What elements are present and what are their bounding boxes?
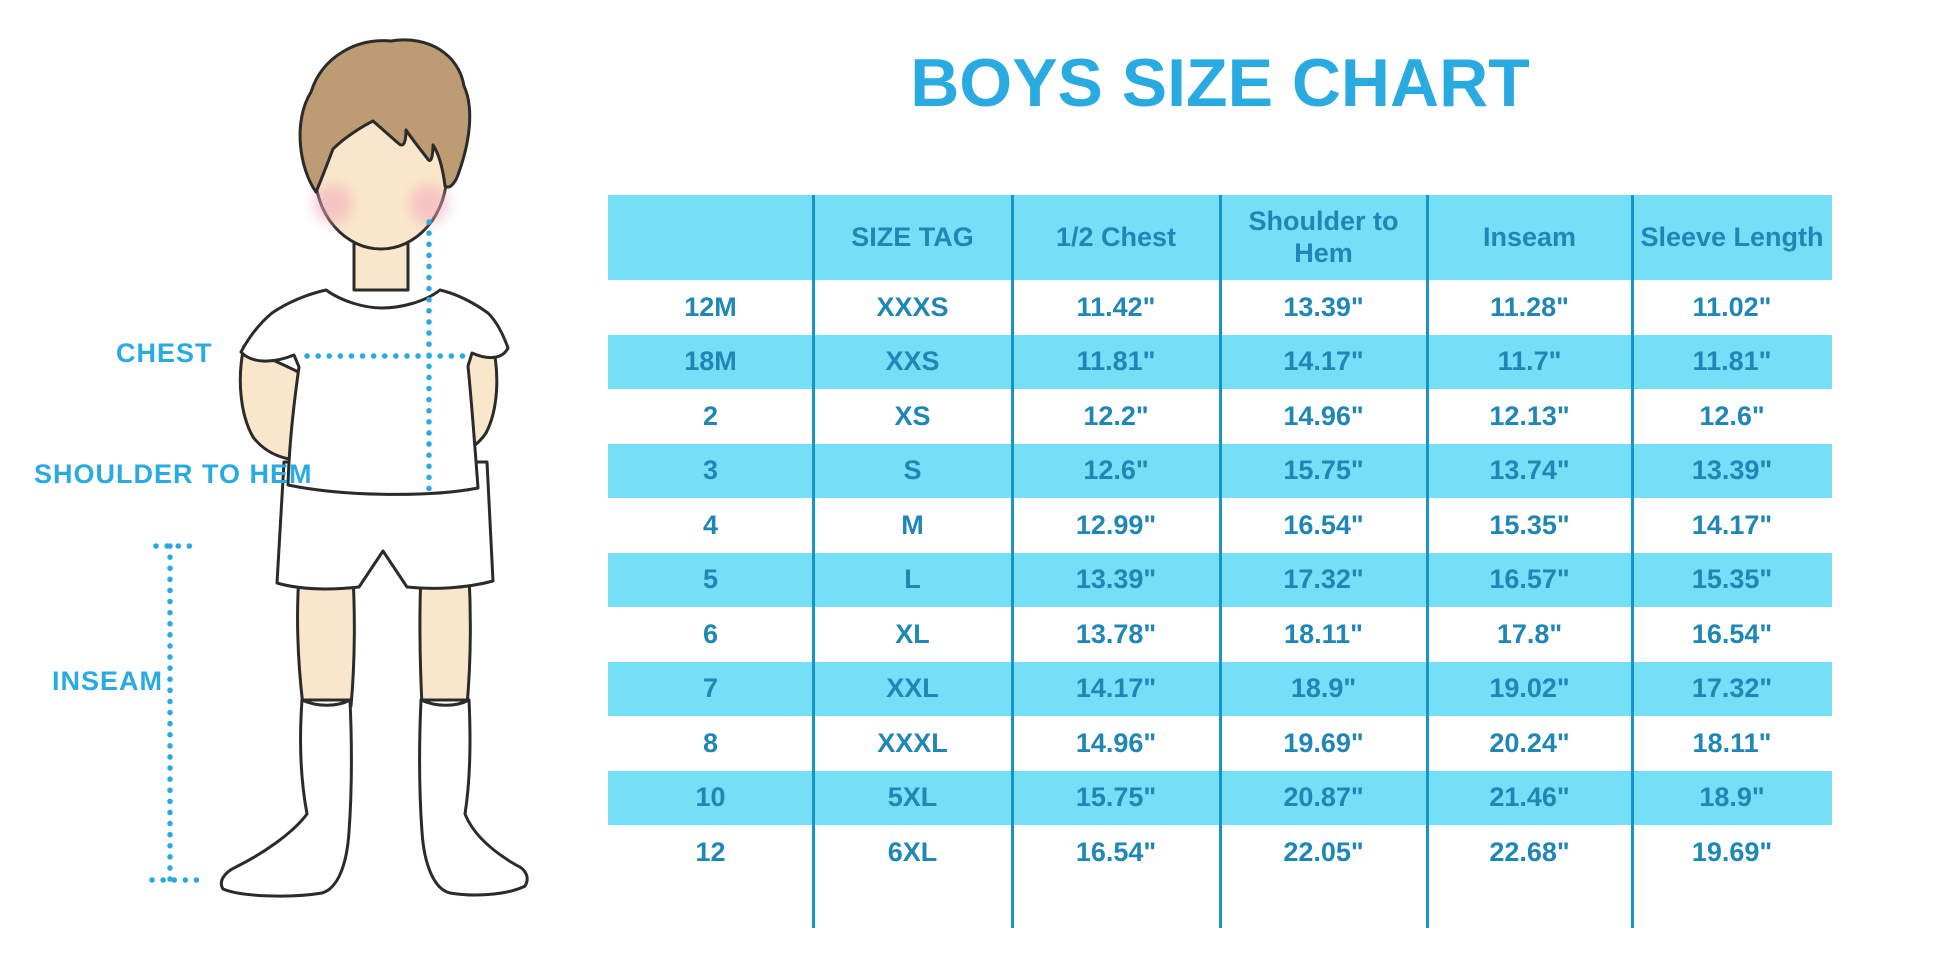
table-cell-age: 12M — [684, 291, 737, 322]
table-header-cell-size-tag: SIZE TAG — [851, 221, 974, 252]
table-header-cell-half-chest: 1/2 Chest — [1055, 221, 1177, 252]
shoulder-to-hem-label: SHOULDER TO HEM — [34, 459, 313, 489]
table-cell-size-tag: XXS — [885, 346, 940, 377]
left-sock-shape — [219, 698, 353, 898]
table-cell-size-tag: XXXS — [876, 291, 949, 322]
boy-illustration — [149, 38, 529, 898]
table-cell-sleeve-length: 19.69" — [1691, 836, 1773, 867]
table-cell-sleeve-length: 18.9" — [1699, 782, 1765, 813]
table-cell-shoulder-to-hem: 18.9" — [1290, 673, 1357, 704]
page-title: BOYS SIZE CHART — [910, 45, 1530, 121]
table-cell-half-chest: 15.75" — [1075, 782, 1157, 813]
hair-shape — [298, 38, 472, 194]
table-cell-shoulder-to-hem: 18.11" — [1284, 618, 1363, 649]
table-header-cell-inseam: Inseam — [1482, 221, 1577, 252]
table-cell-size-tag: L — [904, 564, 921, 595]
table-cell-age: 4 — [702, 509, 719, 540]
table-cell-half-chest: 12.99" — [1075, 509, 1157, 540]
table-cell-half-chest: 14.96" — [1075, 727, 1157, 758]
table-cell-size-tag: 6XL — [887, 836, 938, 867]
table-cell-sleeve-length: 14.17" — [1691, 509, 1773, 540]
table-cell-sleeve-length: 13.39" — [1691, 455, 1773, 486]
right-blush — [409, 184, 449, 224]
right-leg-shape — [418, 573, 472, 708]
table-cell-age: 2 — [702, 400, 719, 431]
left-sock-top-line — [300, 698, 352, 707]
table-cell-inseam: 15.35" — [1489, 509, 1570, 540]
table-cell-sleeve-length: 16.54" — [1691, 618, 1773, 649]
table-cell-inseam: 12.13" — [1489, 400, 1570, 431]
table-cell-inseam: 19.02" — [1489, 673, 1570, 704]
table-cell-inseam: 21.46" — [1489, 782, 1570, 813]
table-cell-size-tag: XL — [895, 618, 930, 649]
table-cell-age: 12 — [695, 836, 726, 867]
table-cell-sleeve-length: 18.11" — [1692, 727, 1772, 758]
table-cell-inseam: 20.24" — [1489, 727, 1570, 758]
table-cell-sleeve-length: 11.81" — [1692, 346, 1772, 377]
table-cell-sleeve-length: 11.02" — [1692, 291, 1772, 322]
table-cell-inseam: 17.8" — [1496, 618, 1563, 649]
right-sock-shape — [418, 698, 529, 897]
table-cell-age: 5 — [702, 564, 719, 595]
table-header-cell-sleeve-length: Sleeve Length — [1640, 221, 1824, 252]
table-cell-inseam: 16.57" — [1489, 564, 1570, 595]
right-sock-top-line — [419, 698, 471, 707]
table-cell-inseam: 11.7" — [1497, 346, 1562, 377]
inseam-label: INSEAM — [52, 666, 164, 696]
table-cell-size-tag: 5XL — [887, 782, 938, 813]
column-divider — [1010, 195, 1014, 928]
table-cell-sleeve-length: 12.6" — [1699, 400, 1765, 431]
table-cell-shoulder-to-hem: 22.05" — [1283, 836, 1364, 867]
table-header-cell-blank — [608, 195, 813, 280]
table-cell-size-tag: XXL — [886, 673, 939, 704]
column-divider — [1630, 195, 1634, 928]
table-cell-age: 6 — [702, 618, 719, 649]
table-cell-inseam: 11.28" — [1490, 291, 1569, 322]
table-cell-shoulder-to-hem: 14.17" — [1283, 346, 1364, 377]
column-divider — [1425, 195, 1429, 928]
table-cell-half-chest: 11.81" — [1076, 346, 1156, 377]
table-cell-inseam: 22.68" — [1489, 836, 1570, 867]
left-blush — [313, 184, 353, 224]
column-divider — [1218, 195, 1222, 928]
table-cell-shoulder-to-hem: 20.87" — [1283, 782, 1364, 813]
table-cell-half-chest: 14.17" — [1075, 673, 1157, 704]
table-cell-half-chest: 16.54" — [1075, 836, 1157, 867]
table-cell-half-chest: 11.42" — [1076, 291, 1156, 322]
table-cell-half-chest: 13.78" — [1075, 618, 1157, 649]
table-cell-age: 8 — [702, 727, 719, 758]
table-cell-half-chest: 12.2" — [1083, 400, 1149, 431]
table-cell-age: 10 — [695, 782, 726, 813]
table-cell-size-tag: XS — [894, 400, 931, 431]
chest-label: CHEST — [116, 338, 213, 368]
table-cell-inseam: 13.74" — [1489, 455, 1570, 486]
size-table: SIZE TAG 1/2 Chest Shoulder to Hem Insea… — [608, 195, 1832, 930]
left-leg-shape — [296, 573, 356, 708]
table-cell-size-tag: S — [903, 455, 922, 486]
table-cell-age: 3 — [702, 455, 719, 486]
table-cell-age: 7 — [702, 673, 719, 704]
table-cell-shoulder-to-hem: 16.54" — [1283, 509, 1364, 540]
table-cell-age: 18M — [684, 346, 737, 377]
table-cell-sleeve-length: 17.32" — [1691, 673, 1773, 704]
shirt-shape — [239, 288, 510, 496]
table-cell-shoulder-to-hem: 19.69" — [1283, 727, 1364, 758]
table-cell-shoulder-to-hem: 15.75" — [1283, 455, 1364, 486]
table-cell-size-tag: XXXL — [877, 727, 948, 758]
table-cell-half-chest: 12.6" — [1083, 455, 1149, 486]
table-header-cell-shoulder-to-hem: Shoulder to Hem — [1248, 206, 1399, 268]
table-cell-shoulder-to-hem: 14.96" — [1283, 400, 1364, 431]
column-divider — [811, 195, 815, 928]
table-cell-shoulder-to-hem: 13.39" — [1283, 291, 1364, 322]
table-cell-shoulder-to-hem: 17.32" — [1283, 564, 1364, 595]
table-cell-half-chest: 13.39" — [1075, 564, 1157, 595]
table-cell-sleeve-length: 15.35" — [1691, 564, 1773, 595]
table-cell-size-tag: M — [901, 509, 924, 540]
